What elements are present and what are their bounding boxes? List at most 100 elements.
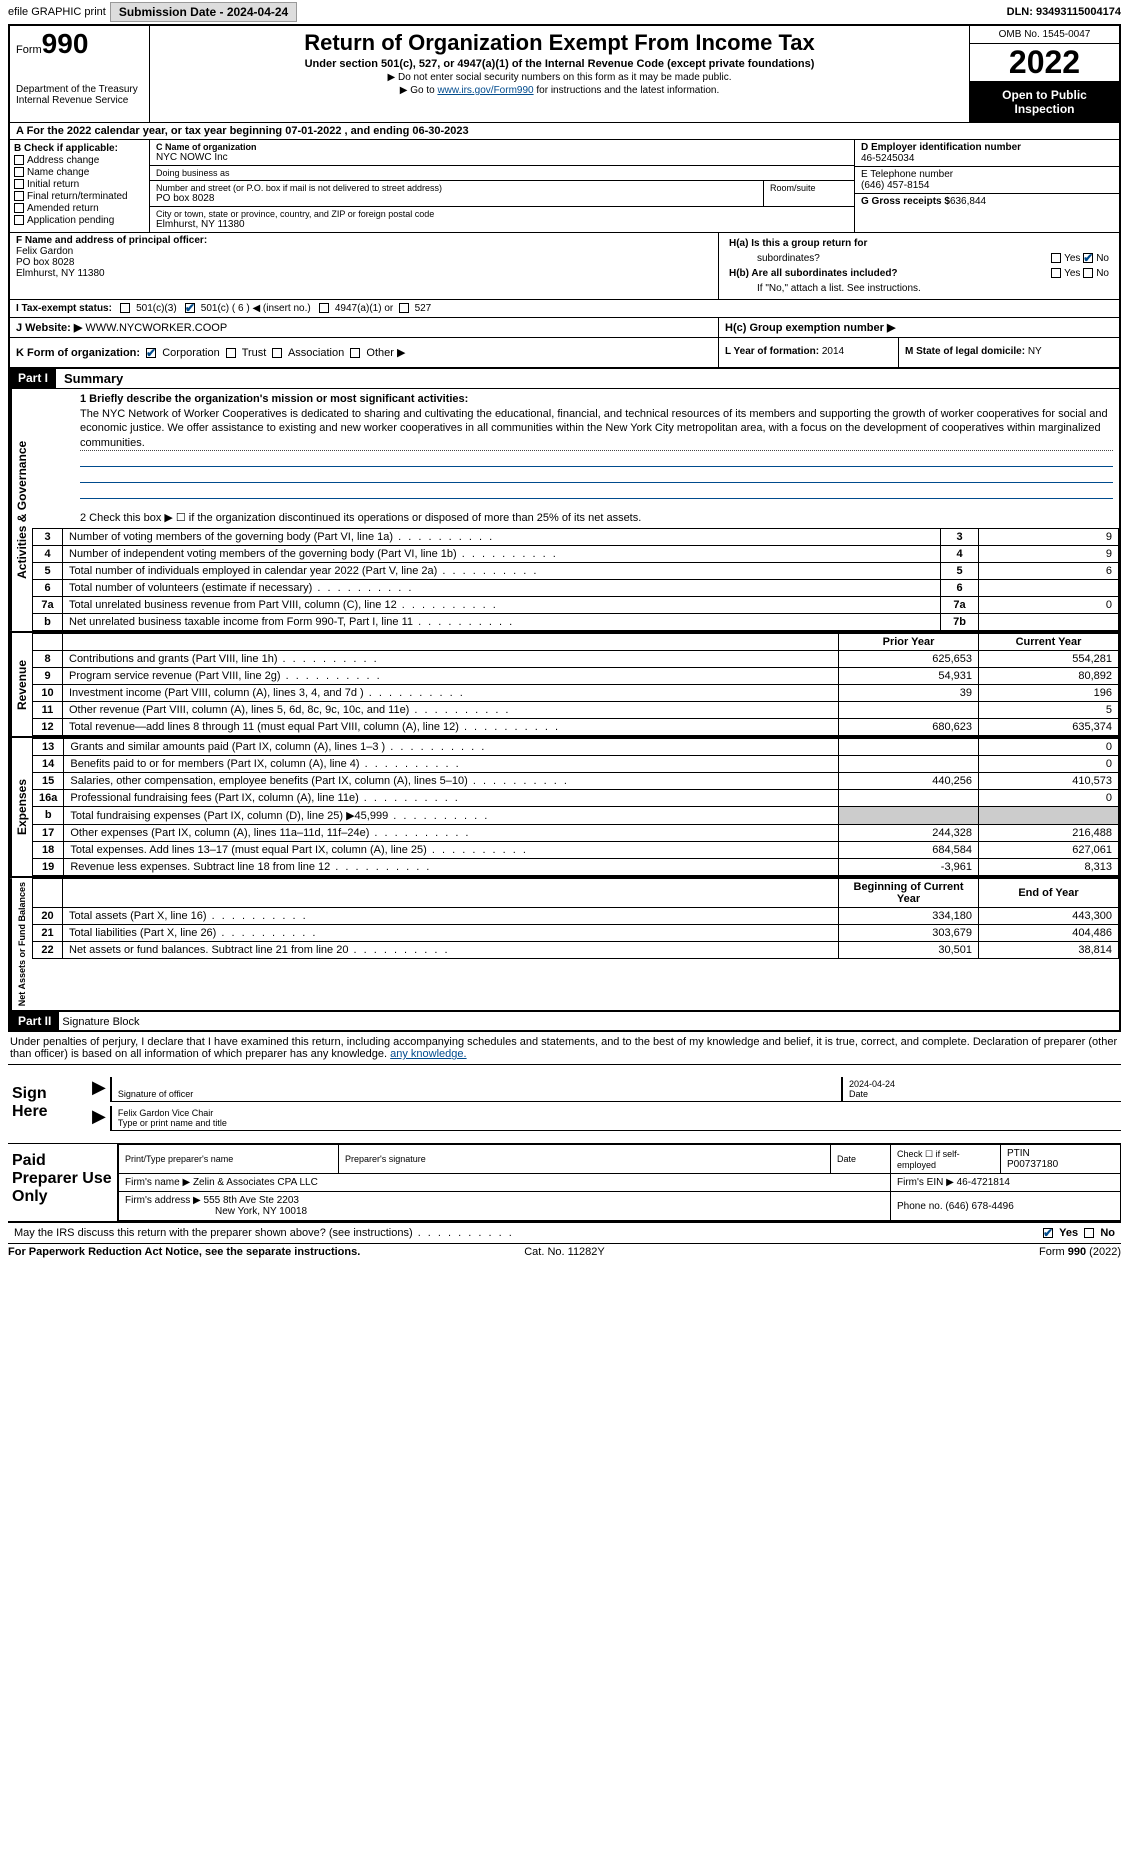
rowa-begin: 07-01-2022 bbox=[285, 125, 341, 137]
chk-501c[interactable] bbox=[185, 303, 195, 313]
sig-officer-lbl: Signature of officer bbox=[118, 1089, 835, 1099]
chk-4947[interactable] bbox=[319, 303, 329, 313]
submission-button[interactable]: Submission Date - 2024-04-24 bbox=[110, 2, 297, 22]
chk-final[interactable] bbox=[14, 191, 24, 201]
faddr2-val: New York, NY 10018 bbox=[125, 1206, 884, 1217]
irs-link[interactable]: www.irs.gov/Form990 bbox=[437, 85, 533, 96]
section-netassets: Net Assets or Fund Balances Beginning of… bbox=[10, 876, 1119, 1012]
col-h: H(a) Is this a group return for subordin… bbox=[719, 233, 1119, 299]
note-ssn: ▶ Do not enter social security numbers o… bbox=[158, 72, 961, 83]
line1-lbl: 1 Briefly describe the organization's mi… bbox=[80, 393, 468, 405]
chk-ha-yes[interactable] bbox=[1051, 253, 1061, 263]
mission-line2 bbox=[80, 453, 1113, 467]
section-bcd: B Check if applicable: Address change Na… bbox=[10, 140, 1119, 233]
row-num: 6 bbox=[33, 579, 63, 596]
row-desc: Total revenue—add lines 8 through 11 (mu… bbox=[63, 718, 839, 735]
part2-title: Signature Block bbox=[62, 1016, 139, 1028]
row-num: 20 bbox=[33, 907, 63, 924]
row-num: 3 bbox=[33, 528, 63, 545]
row-boxnum: 7a bbox=[941, 596, 979, 613]
chk-501c3[interactable] bbox=[120, 303, 130, 313]
section-expenses: Expenses 13 Grants and similar amounts p… bbox=[10, 736, 1119, 876]
row-curr: 404,486 bbox=[979, 924, 1119, 941]
table-row: 19 Revenue less expenses. Subtract line … bbox=[33, 858, 1119, 875]
row-num: 11 bbox=[33, 701, 63, 718]
sig-officer: Signature of officer bbox=[110, 1077, 841, 1102]
chk-address[interactable] bbox=[14, 155, 24, 165]
vert-expenses: Expenses bbox=[10, 738, 32, 876]
org-addr: PO box 8028 bbox=[156, 193, 757, 204]
row-curr: 216,488 bbox=[979, 824, 1119, 841]
table-row: 14 Benefits paid to or for members (Part… bbox=[33, 755, 1119, 772]
col-end: End of Year bbox=[979, 878, 1119, 907]
chk-other[interactable] bbox=[350, 348, 360, 358]
table-row: 3 Number of voting members of the govern… bbox=[33, 528, 1119, 545]
chk-527[interactable] bbox=[399, 303, 409, 313]
ptin-val: P00737180 bbox=[1007, 1159, 1114, 1170]
chk-assoc[interactable] bbox=[272, 348, 282, 358]
sig-date-lbl: Date bbox=[849, 1089, 1115, 1099]
top-bar: efile GRAPHIC print Submission Date - 20… bbox=[0, 0, 1129, 24]
row-num: 7a bbox=[33, 596, 63, 613]
b-title: B Check if applicable: bbox=[14, 143, 118, 154]
row-desc: Net assets or fund balances. Subtract li… bbox=[63, 941, 839, 958]
col-prior: Prior Year bbox=[839, 633, 979, 650]
chk-corp[interactable] bbox=[146, 348, 156, 358]
chk-trust[interactable] bbox=[226, 348, 236, 358]
f-lbl: F Name and address of principal officer: bbox=[16, 235, 207, 246]
hb-no: No bbox=[1096, 268, 1109, 279]
l-lbl: L Year of formation: bbox=[725, 346, 819, 357]
table-row: Beginning of Current Year End of Year bbox=[33, 878, 1119, 907]
discuss-yes: Yes bbox=[1059, 1227, 1078, 1239]
table-row: 17 Other expenses (Part IX, column (A), … bbox=[33, 824, 1119, 841]
chk-hb-no[interactable] bbox=[1083, 268, 1093, 278]
ha-yes: Yes bbox=[1064, 253, 1080, 264]
ptin-lbl: PTIN bbox=[1007, 1148, 1114, 1159]
table-row: 15 Salaries, other compensation, employe… bbox=[33, 772, 1119, 789]
any-knowledge-link[interactable]: any knowledge. bbox=[390, 1048, 466, 1060]
room-lbl: Room/suite bbox=[770, 183, 848, 193]
efile-label: efile GRAPHIC print bbox=[8, 6, 106, 18]
part1-header: Part I Summary bbox=[10, 367, 1119, 388]
row-curr: 635,374 bbox=[979, 718, 1119, 735]
row-val: 9 bbox=[979, 545, 1119, 562]
sig-arrow-icon: ▶ bbox=[88, 1077, 110, 1102]
chk-hb-yes[interactable] bbox=[1051, 268, 1061, 278]
chk-name[interactable] bbox=[14, 167, 24, 177]
prep-self-lbl: Check ☐ if self-employed bbox=[891, 1145, 1001, 1174]
row-boxnum: 6 bbox=[941, 579, 979, 596]
b-app: Application pending bbox=[27, 215, 114, 226]
row-prior: 440,256 bbox=[839, 772, 979, 789]
dba-lbl: Doing business as bbox=[156, 168, 848, 178]
row-desc: Net unrelated business taxable income fr… bbox=[63, 613, 941, 630]
vert-governance: Activities & Governance bbox=[10, 389, 32, 631]
form-title: Return of Organization Exempt From Incom… bbox=[158, 30, 961, 56]
row-boxnum: 4 bbox=[941, 545, 979, 562]
col-b: B Check if applicable: Address change Na… bbox=[10, 140, 150, 232]
row-num: 5 bbox=[33, 562, 63, 579]
preparer-label: Paid Preparer Use Only bbox=[8, 1144, 118, 1221]
footer-right: Form 990 (2022) bbox=[750, 1246, 1121, 1258]
m-lbl: M State of legal domicile: bbox=[905, 346, 1025, 357]
org-name: NYC NOWC Inc bbox=[156, 152, 848, 163]
part1-badge: Part I bbox=[10, 369, 56, 388]
chk-discuss-yes[interactable] bbox=[1043, 1228, 1053, 1238]
chk-ha-no[interactable] bbox=[1083, 253, 1093, 263]
chk-discuss-no[interactable] bbox=[1084, 1228, 1094, 1238]
row-desc: Total number of volunteers (estimate if … bbox=[63, 579, 941, 596]
ha-lbl: H(a) Is this a group return for bbox=[729, 238, 867, 249]
row-desc: Grants and similar amounts paid (Part IX… bbox=[64, 738, 839, 755]
chk-app[interactable] bbox=[14, 215, 24, 225]
omb-label: OMB No. 1545-0047 bbox=[970, 26, 1119, 44]
ein-val: 46-5245034 bbox=[861, 153, 1113, 164]
i-4947: 4947(a)(1) or bbox=[335, 303, 393, 314]
footer-left: For Paperwork Reduction Act Notice, see … bbox=[8, 1246, 379, 1258]
row-num: 13 bbox=[33, 738, 64, 755]
table-row: 18 Total expenses. Add lines 13–17 (must… bbox=[33, 841, 1119, 858]
preparer-section: Paid Preparer Use Only Print/Type prepar… bbox=[8, 1144, 1121, 1223]
note2-pre: ▶ Go to bbox=[400, 85, 438, 96]
chk-amended[interactable] bbox=[14, 203, 24, 213]
form-label: Form bbox=[16, 44, 42, 56]
fein-val: 46-4721814 bbox=[957, 1177, 1010, 1188]
chk-initial[interactable] bbox=[14, 179, 24, 189]
